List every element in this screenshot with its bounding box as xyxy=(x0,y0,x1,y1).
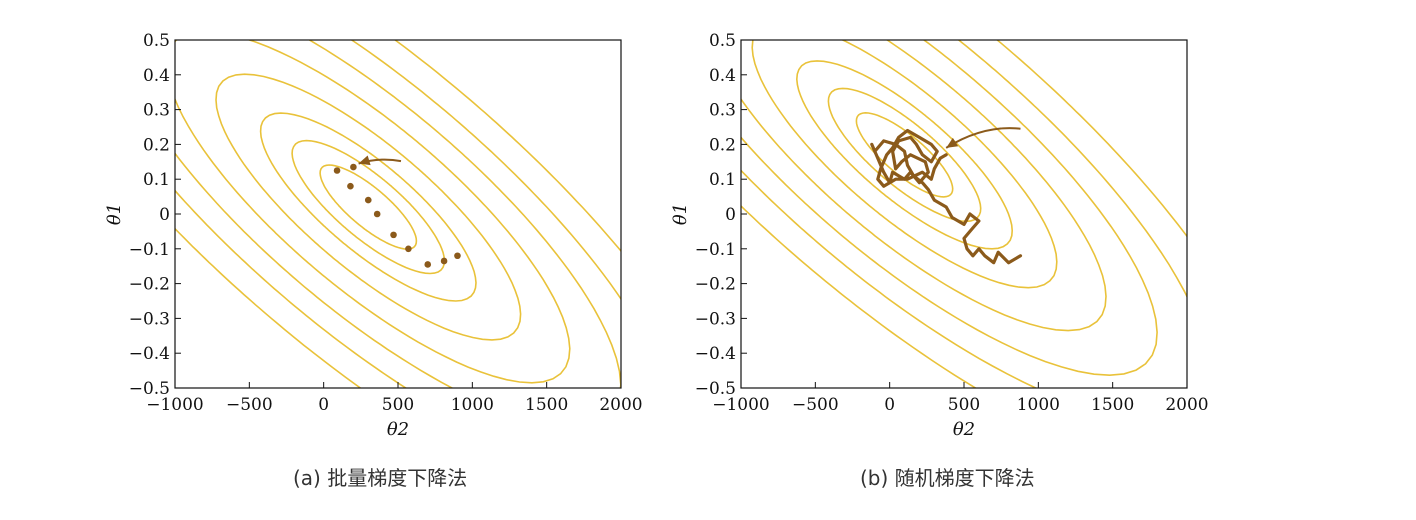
descent-point xyxy=(440,257,448,265)
contour-line xyxy=(319,164,418,250)
y-tick-label: 0 xyxy=(725,205,736,225)
contour-line xyxy=(741,40,1107,332)
y-tick-label: 0.3 xyxy=(143,101,170,121)
y-tick-label: −0.2 xyxy=(695,275,736,295)
y-tick-label: −0.5 xyxy=(695,379,736,399)
contour-line xyxy=(741,40,1187,388)
x-tick-label: 2000 xyxy=(1165,395,1208,415)
y-tick-label: 0.2 xyxy=(709,135,736,155)
descent-point xyxy=(373,210,381,218)
x-tick-label: 500 xyxy=(948,395,980,415)
x-tick-label: −500 xyxy=(226,395,273,415)
arrow-head xyxy=(358,155,371,166)
contour-group xyxy=(741,40,1187,388)
y-tick-label: 0.5 xyxy=(143,31,170,51)
x-tick-label: 1500 xyxy=(525,395,568,415)
plot-frame xyxy=(740,39,1188,389)
x-tick-label: 0 xyxy=(318,395,329,415)
x-tick-label: 1000 xyxy=(451,395,494,415)
contour-line xyxy=(175,40,571,384)
x-tick-label: 1500 xyxy=(1091,395,1134,415)
y-tick-label: −0.5 xyxy=(129,379,170,399)
y-tick-label: −0.4 xyxy=(129,344,170,364)
y-tick-label: −0.4 xyxy=(695,344,736,364)
panel-b-caption: (b) 随机梯度下降法 xyxy=(860,466,1035,490)
y-tick-label: −0.3 xyxy=(695,309,736,329)
contour-line xyxy=(751,40,1058,289)
y-axis-label: θ1 xyxy=(104,203,125,225)
arrow-head xyxy=(946,137,959,148)
x-axis-label: θ2 xyxy=(953,419,975,440)
x-tick-label: 1000 xyxy=(1017,395,1060,415)
y-axis-label: θ1 xyxy=(670,203,691,225)
descent-point xyxy=(405,245,412,253)
x-tick-label: 2000 xyxy=(599,395,642,415)
descent-point xyxy=(390,231,397,239)
y-tick-label: 0.5 xyxy=(709,31,736,51)
contour-line xyxy=(175,40,621,388)
x-axis-label: θ2 xyxy=(387,419,409,440)
x-tick-label: −1000 xyxy=(146,395,204,415)
y-tick-label: 0.1 xyxy=(143,170,170,190)
x-tick-label: 0 xyxy=(884,395,895,415)
y-tick-label: 0.2 xyxy=(143,135,170,155)
descent-point xyxy=(350,163,357,171)
x-tick-label: −500 xyxy=(792,395,839,415)
y-tick-label: 0.4 xyxy=(143,66,170,86)
descent-point xyxy=(333,167,341,174)
panel-a-caption: (a) 批量梯度下降法 xyxy=(293,466,468,490)
descent-point xyxy=(424,261,432,268)
y-tick-label: 0.1 xyxy=(709,170,736,190)
y-tick-label: −0.2 xyxy=(129,275,170,295)
panel-a-chart: −1000 −500 0 500 1000 1500 2000 0.5 0.4 0.3 0.2 0.1… xyxy=(104,31,643,440)
contour-group xyxy=(175,40,621,388)
x-tick-label: −1000 xyxy=(712,395,770,415)
contour-line xyxy=(175,40,621,388)
contour-line xyxy=(741,40,1158,377)
y-tick-label: −0.3 xyxy=(129,309,170,329)
descent-point xyxy=(454,252,461,260)
y-tick-label: −0.1 xyxy=(695,240,736,260)
contour-line xyxy=(259,112,477,302)
contour-line xyxy=(795,60,1014,250)
y-tick-label: 0.4 xyxy=(709,66,736,86)
contour-line xyxy=(215,73,522,341)
y-tick-label: 0.3 xyxy=(709,101,736,121)
y-tick-label: 0 xyxy=(159,205,170,225)
descent-point xyxy=(364,196,372,204)
contour-line xyxy=(291,139,446,275)
x-tick-label: 500 xyxy=(382,395,414,415)
contour-line xyxy=(175,40,621,388)
descent-path xyxy=(870,128,1023,265)
y-tick-label: −0.1 xyxy=(129,240,170,260)
descent-point xyxy=(347,182,354,190)
contour-line xyxy=(741,40,1187,388)
panel-b-chart: −1000 −500 0 500 1000 1500 2000 0.5 0.4 0.3 0.2 0.1… xyxy=(670,31,1209,440)
